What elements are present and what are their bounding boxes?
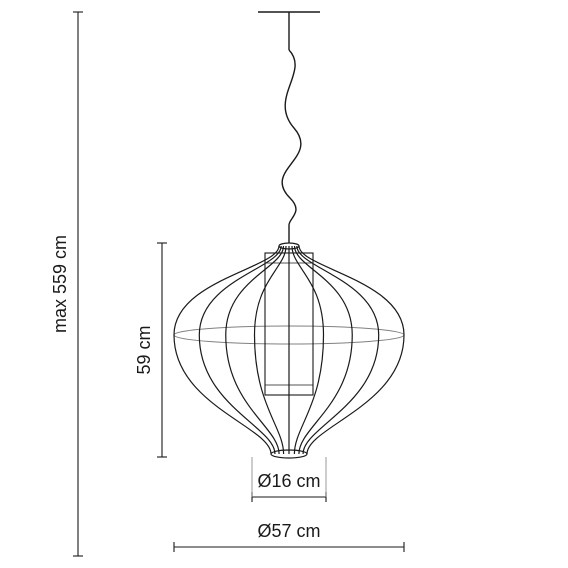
dim-inner-label: Ø16 cm xyxy=(257,471,320,491)
suspension-cable xyxy=(282,50,301,225)
dim-outer-label: Ø57 cm xyxy=(257,521,320,541)
dim-lamp-label: 59 cm xyxy=(134,325,154,374)
cage-rib xyxy=(255,246,287,454)
cage-rib xyxy=(292,246,324,454)
dim-total-label: max 559 cm xyxy=(50,235,70,333)
